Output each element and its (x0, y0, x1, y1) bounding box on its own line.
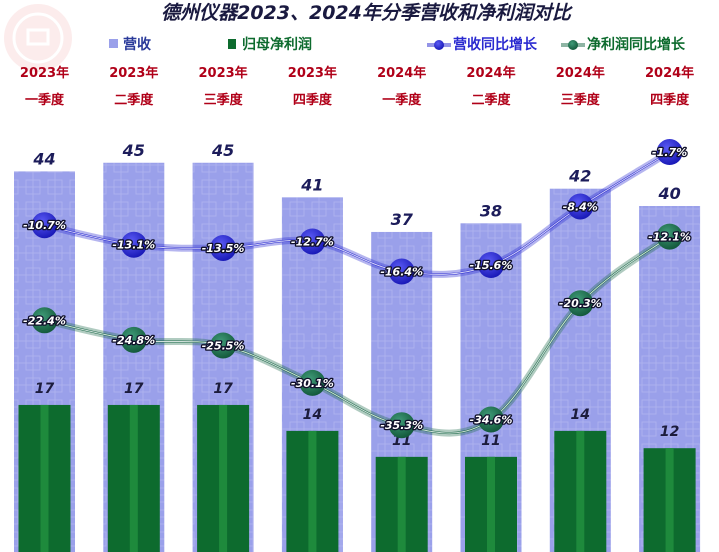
net-profit-bar-stripe (397, 456, 406, 552)
category-quarter-label: 四季度 (293, 92, 333, 108)
category-year-label: 2023年 (199, 65, 248, 81)
net-profit-bar-stripe (129, 404, 138, 552)
revenue-labels: 44 45 45 41 37 38 42 40 (32, 141, 680, 229)
net-profit-bar-stripe (487, 456, 495, 552)
profit-growth-marker (31, 307, 58, 334)
category-year-label: 2024年 (377, 65, 426, 81)
profit-growth-marker (388, 412, 415, 439)
legend-revenue-swatch (109, 39, 118, 48)
revenue-growth-value-label: -12.7% (291, 235, 334, 248)
legend-profit-label: 归母净利润 (242, 36, 312, 53)
category-quarter-label: 一季度 (382, 92, 422, 108)
legend-revenue-growth-marker (434, 40, 444, 50)
category-year-label: 2024年 (645, 65, 694, 81)
profit-growth-value-label: -25.5% (202, 340, 245, 353)
legend-profit-swatch (228, 39, 236, 49)
revenue-growth-marker (31, 212, 58, 239)
revenue-value-label: 40 (657, 184, 680, 203)
legend-revenue-growth-label: 营收同比增长 (453, 36, 538, 53)
category-quarter-label: 三季度 (561, 92, 601, 108)
profit-growth-value-label: -22.4% (23, 314, 66, 327)
net-profit-value-label: 17 (124, 381, 144, 397)
legend-profit-growth-label: 净利润同比增长 (587, 36, 686, 53)
revenue-value-label: 44 (32, 149, 55, 168)
net-profit-bar-stripe (219, 404, 228, 552)
revenue-growth-value-label: -1.7% (652, 146, 687, 159)
category-year-label: 2024年 (556, 65, 605, 81)
profit-growth-value-label: -34.6% (470, 413, 513, 426)
revenue-growth-marker (210, 234, 237, 261)
revenue-growth-value-label: -10.7% (23, 219, 66, 232)
net-profit-value-label: 17 (213, 381, 233, 397)
category-quarter-label: 四季度 (650, 92, 690, 108)
chart-title: 德州仪器2023、2024年分季营收和净利润对比 (161, 2, 573, 24)
net-profit-value-label: 12 (660, 424, 679, 440)
profit-growth-marker (567, 290, 594, 317)
net-profit-value-label: 14 (303, 407, 322, 423)
net-profit-value-label: 11 (481, 433, 500, 449)
profit-growth-value-label: -20.3% (559, 297, 602, 310)
category-quarter-label: 二季度 (471, 92, 511, 108)
profit-growth-value-label: -30.1% (291, 377, 334, 390)
profit-growth-marker (656, 223, 683, 250)
net-profit-bar-stripe (665, 448, 674, 552)
revenue-value-label: 37 (391, 210, 414, 229)
revenue-growth-value-label: -13.5% (202, 242, 245, 255)
revenue-value-label: 45 (122, 141, 145, 160)
revenue-growth-value-label: -8.4% (563, 200, 598, 213)
revenue-value-label: 45 (211, 141, 234, 160)
net-profit-bar-stripe (576, 430, 585, 552)
profit-growth-marker (120, 326, 147, 353)
watermark-logo-icon (4, 4, 72, 72)
revenue-value-label: 41 (300, 175, 323, 194)
net-profit-bar-stripe (40, 404, 49, 552)
category-quarter-label: 三季度 (204, 92, 244, 108)
profit-growth-marker (478, 406, 504, 433)
profit-growth-value-label: -35.3% (380, 419, 423, 432)
revenue-value-label: 42 (568, 167, 591, 186)
revenue-growth-marker (299, 228, 326, 255)
revenue-value-label: 38 (480, 201, 502, 220)
net-profit-bars (18, 404, 696, 552)
net-profit-value-label: 14 (571, 407, 590, 423)
revenue-growth-marker (478, 252, 504, 279)
category-year-label: 2023年 (288, 65, 337, 81)
revenue-growth-marker (120, 231, 147, 258)
profit-growth-marker (299, 369, 326, 396)
category-year-label: 2023年 (109, 65, 158, 81)
revenue-growth-marker (656, 139, 683, 166)
net-profit-bar-stripe (308, 430, 317, 552)
category-year-label: 2023年 (20, 65, 69, 81)
legend-profit-growth-marker (568, 40, 578, 50)
revenue-growth-marker (567, 193, 594, 220)
category-year-label: 2024年 (466, 65, 515, 81)
profit-growth-value-label: -24.8% (112, 334, 155, 347)
growth-lines: -10.7% -13.1% -13.5% -12.7% -16.4% -15.6% -8.4… (22, 139, 692, 439)
legend-revenue-label: 营收 (123, 36, 152, 53)
revenue-growth-value-label: -15.6% (470, 259, 513, 272)
revenue-growth-value-label: -13.1% (112, 239, 155, 252)
net-profit-value-label: 17 (35, 381, 55, 397)
category-quarter-label: 二季度 (114, 92, 154, 108)
profit-growth-marker (210, 332, 237, 359)
revenue-growth-value-label: -16.4% (380, 266, 423, 279)
profit-growth-value-label: -12.1% (648, 231, 691, 244)
revenue-growth-marker (388, 258, 415, 285)
legend: 营收 归母净利润 营收同比增长 净利润同比增长 (109, 36, 686, 53)
category-quarter-label: 一季度 (25, 92, 65, 108)
